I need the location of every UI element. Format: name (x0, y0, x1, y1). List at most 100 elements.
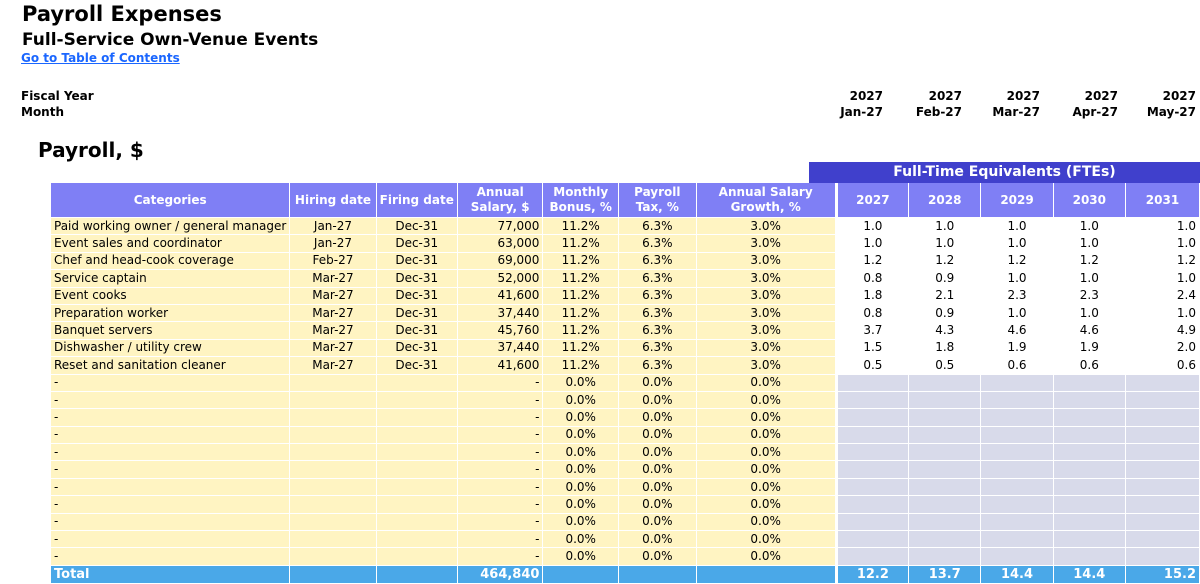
payroll-tax-cell[interactable]: 6.3% (618, 321, 697, 340)
hiring-date-cell[interactable] (289, 460, 377, 479)
salary-growth-cell[interactable]: 0.0% (696, 460, 838, 479)
salary-growth-cell[interactable]: 3.0% (696, 356, 838, 375)
category-cell[interactable]: - (51, 495, 291, 514)
category-cell[interactable]: - (51, 513, 291, 532)
payroll-tax-cell[interactable]: 0.0% (618, 374, 697, 392)
payroll-tax-cell[interactable]: 6.3% (618, 252, 697, 271)
annual-salary-cell[interactable]: 45,760 (457, 321, 544, 340)
category-cell[interactable]: - (51, 460, 291, 479)
salary-growth-cell[interactable]: 3.0% (696, 234, 838, 253)
hiring-date-cell[interactable] (289, 530, 377, 549)
monthly-bonus-cell[interactable]: 0.0% (542, 374, 619, 392)
monthly-bonus-cell[interactable]: 11.2% (542, 339, 619, 358)
monthly-bonus-cell[interactable]: 0.0% (542, 547, 619, 566)
firing-date-cell[interactable]: Dec-31 (376, 321, 458, 340)
category-cell[interactable]: Event sales and coordinator (51, 234, 291, 253)
annual-salary-cell[interactable]: 37,440 (457, 304, 544, 323)
payroll-tax-cell[interactable]: 0.0% (618, 495, 697, 514)
annual-salary-cell[interactable]: 69,000 (457, 252, 544, 271)
firing-date-cell[interactable] (376, 513, 458, 532)
category-cell[interactable]: - (51, 443, 291, 462)
hiring-date-cell[interactable] (289, 513, 377, 532)
annual-salary-cell[interactable]: 37,440 (457, 339, 544, 358)
hiring-date-cell[interactable] (289, 547, 377, 566)
salary-growth-cell[interactable]: 0.0% (696, 374, 838, 392)
monthly-bonus-cell[interactable]: 11.2% (542, 269, 619, 288)
annual-salary-cell[interactable]: - (457, 547, 544, 566)
firing-date-cell[interactable]: Dec-31 (376, 234, 458, 253)
monthly-bonus-cell[interactable]: 11.2% (542, 356, 619, 375)
salary-growth-cell[interactable]: 0.0% (696, 513, 838, 532)
monthly-bonus-cell[interactable]: 0.0% (542, 408, 619, 427)
category-cell[interactable]: Banquet servers (51, 321, 291, 340)
payroll-tax-cell[interactable]: 0.0% (618, 426, 697, 445)
payroll-tax-cell[interactable]: 6.3% (618, 269, 697, 288)
payroll-tax-cell[interactable]: 0.0% (618, 391, 697, 410)
firing-date-cell[interactable] (376, 530, 458, 549)
category-cell[interactable]: Service captain (51, 269, 291, 288)
salary-growth-cell[interactable]: 0.0% (696, 478, 838, 497)
annual-salary-cell[interactable]: - (457, 530, 544, 549)
firing-date-cell[interactable]: Dec-31 (376, 356, 458, 375)
monthly-bonus-cell[interactable]: 0.0% (542, 478, 619, 497)
payroll-tax-cell[interactable]: 6.3% (618, 287, 697, 305)
hiring-date-cell[interactable]: Mar-27 (289, 269, 377, 288)
firing-date-cell[interactable]: Dec-31 (376, 339, 458, 358)
payroll-tax-cell[interactable]: 0.0% (618, 547, 697, 566)
firing-date-cell[interactable]: Dec-31 (376, 287, 458, 305)
table-of-contents-link[interactable]: Go to Table of Contents (21, 51, 180, 65)
annual-salary-cell[interactable]: 52,000 (457, 269, 544, 288)
firing-date-cell[interactable] (376, 478, 458, 497)
category-cell[interactable]: - (51, 530, 291, 549)
salary-growth-cell[interactable]: 0.0% (696, 426, 838, 445)
category-cell[interactable]: Reset and sanitation cleaner (51, 356, 291, 375)
hiring-date-cell[interactable] (289, 478, 377, 497)
firing-date-cell[interactable]: Dec-31 (376, 217, 458, 236)
hiring-date-cell[interactable]: Mar-27 (289, 304, 377, 323)
annual-salary-cell[interactable]: 41,600 (457, 356, 544, 375)
payroll-tax-cell[interactable]: 0.0% (618, 513, 697, 532)
category-cell[interactable]: - (51, 374, 291, 392)
hiring-date-cell[interactable] (289, 374, 377, 392)
payroll-tax-cell[interactable]: 6.3% (618, 339, 697, 358)
firing-date-cell[interactable] (376, 443, 458, 462)
salary-growth-cell[interactable]: 0.0% (696, 443, 838, 462)
category-cell[interactable]: - (51, 478, 291, 497)
payroll-tax-cell[interactable]: 6.3% (618, 356, 697, 375)
hiring-date-cell[interactable] (289, 391, 377, 410)
monthly-bonus-cell[interactable]: 11.2% (542, 321, 619, 340)
payroll-tax-cell[interactable]: 6.3% (618, 217, 697, 236)
salary-growth-cell[interactable]: 0.0% (696, 495, 838, 514)
monthly-bonus-cell[interactable]: 0.0% (542, 391, 619, 410)
hiring-date-cell[interactable]: Mar-27 (289, 356, 377, 375)
category-cell[interactable]: Chef and head-cook coverage (51, 252, 291, 271)
salary-growth-cell[interactable]: 3.0% (696, 304, 838, 323)
salary-growth-cell[interactable]: 3.0% (696, 321, 838, 340)
hiring-date-cell[interactable]: Mar-27 (289, 321, 377, 340)
salary-growth-cell[interactable]: 0.0% (696, 408, 838, 427)
hiring-date-cell[interactable]: Feb-27 (289, 252, 377, 271)
salary-growth-cell[interactable]: 3.0% (696, 252, 838, 271)
monthly-bonus-cell[interactable]: 11.2% (542, 252, 619, 271)
annual-salary-cell[interactable]: 77,000 (457, 217, 544, 236)
firing-date-cell[interactable] (376, 408, 458, 427)
firing-date-cell[interactable]: Dec-31 (376, 304, 458, 323)
salary-growth-cell[interactable]: 3.0% (696, 339, 838, 358)
salary-growth-cell[interactable]: 3.0% (696, 269, 838, 288)
salary-growth-cell[interactable]: 3.0% (696, 287, 838, 305)
annual-salary-cell[interactable]: - (457, 374, 544, 392)
hiring-date-cell[interactable] (289, 426, 377, 445)
salary-growth-cell[interactable]: 3.0% (696, 217, 838, 236)
firing-date-cell[interactable] (376, 547, 458, 566)
category-cell[interactable]: Event cooks (51, 287, 291, 305)
payroll-tax-cell[interactable]: 6.3% (618, 304, 697, 323)
hiring-date-cell[interactable]: Jan-27 (289, 217, 377, 236)
category-cell[interactable]: Paid working owner / general manager (51, 217, 291, 236)
hiring-date-cell[interactable] (289, 408, 377, 427)
firing-date-cell[interactable] (376, 495, 458, 514)
annual-salary-cell[interactable]: - (457, 426, 544, 445)
category-cell[interactable]: - (51, 426, 291, 445)
salary-growth-cell[interactable]: 0.0% (696, 530, 838, 549)
annual-salary-cell[interactable]: 63,000 (457, 234, 544, 253)
monthly-bonus-cell[interactable]: 0.0% (542, 443, 619, 462)
